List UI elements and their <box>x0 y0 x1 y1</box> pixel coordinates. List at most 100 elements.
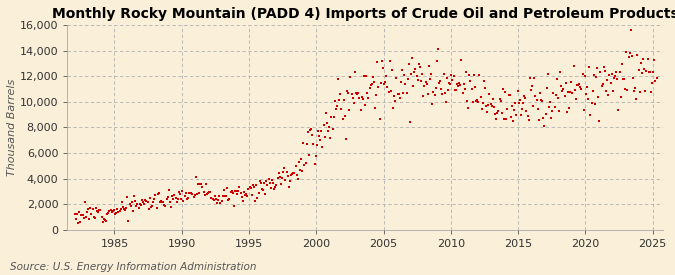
Title: Monthly Rocky Mountain (PADD 4) Imports of Crude Oil and Petroleum Products: Monthly Rocky Mountain (PADD 4) Imports … <box>52 7 675 21</box>
Point <box>70 211 80 216</box>
Point <box>273 171 284 175</box>
Point <box>310 154 321 158</box>
Point <box>318 123 329 127</box>
Point <box>385 88 396 93</box>
Point <box>360 74 371 78</box>
Point <box>223 198 234 202</box>
Point <box>577 72 588 76</box>
Point <box>146 204 157 209</box>
Point <box>178 199 189 203</box>
Point <box>85 206 96 210</box>
Point <box>156 199 167 203</box>
Point <box>338 98 349 102</box>
Point <box>526 88 537 92</box>
Point <box>173 189 184 194</box>
Point <box>251 183 262 187</box>
Point <box>394 92 404 96</box>
Point <box>354 95 364 100</box>
Point <box>546 116 557 121</box>
Point <box>244 185 255 189</box>
Point <box>538 116 549 120</box>
Point <box>246 192 257 197</box>
Point <box>583 96 593 101</box>
Point <box>150 192 161 197</box>
Point <box>628 76 639 81</box>
Point <box>350 70 360 75</box>
Point <box>96 215 107 219</box>
Point <box>250 199 261 203</box>
Point <box>516 112 526 117</box>
Point <box>630 86 641 90</box>
Point <box>533 118 544 122</box>
Point <box>540 112 551 116</box>
Point <box>372 60 383 64</box>
Point <box>342 89 352 93</box>
Point <box>443 88 454 92</box>
Point <box>78 216 89 221</box>
Point <box>439 91 450 95</box>
Point <box>153 192 163 196</box>
Point <box>440 100 451 104</box>
Point <box>328 115 339 119</box>
Point <box>473 100 484 104</box>
Text: Source: U.S. Energy Information Administration: Source: U.S. Energy Information Administ… <box>10 262 256 272</box>
Point <box>279 166 290 170</box>
Point <box>184 191 194 195</box>
Point <box>429 93 440 97</box>
Point <box>163 188 174 192</box>
Point <box>224 196 235 201</box>
Point <box>348 101 359 106</box>
Point <box>344 108 355 112</box>
Point <box>104 209 115 213</box>
Point <box>631 97 642 101</box>
Point <box>188 194 199 199</box>
Point <box>599 65 610 69</box>
Point <box>212 201 223 205</box>
Point <box>640 89 651 93</box>
Point <box>182 197 192 202</box>
Point <box>162 195 173 199</box>
Point <box>233 188 244 193</box>
Point <box>480 86 491 90</box>
Point <box>315 138 325 142</box>
Point <box>557 89 568 94</box>
Point <box>526 84 537 88</box>
Point <box>383 90 394 94</box>
Point <box>158 200 169 204</box>
Point <box>256 187 267 191</box>
Point <box>111 210 122 215</box>
Point <box>455 82 466 87</box>
Point <box>221 194 232 198</box>
Point <box>633 68 644 73</box>
Point <box>217 194 228 198</box>
Point <box>109 212 120 216</box>
Point <box>460 86 470 91</box>
Point <box>537 98 547 103</box>
Point <box>240 193 250 197</box>
Point <box>271 183 282 187</box>
Point <box>112 207 123 211</box>
Point <box>618 77 628 82</box>
Point <box>304 128 315 133</box>
Point <box>614 70 625 75</box>
Point <box>369 80 379 85</box>
Point <box>307 133 318 137</box>
Point <box>92 210 103 214</box>
Point <box>73 221 84 225</box>
Point <box>462 99 472 104</box>
Point <box>427 101 437 106</box>
Point <box>170 196 181 200</box>
Point <box>298 141 308 145</box>
Point <box>333 76 344 81</box>
Point <box>637 71 647 76</box>
Point <box>241 192 252 196</box>
Point <box>139 202 150 206</box>
Point <box>639 67 649 71</box>
Point <box>450 88 461 92</box>
Point <box>199 192 210 197</box>
Point <box>185 191 196 195</box>
Point <box>364 86 375 90</box>
Point <box>481 104 491 108</box>
Point <box>80 200 90 204</box>
Point <box>520 95 531 100</box>
